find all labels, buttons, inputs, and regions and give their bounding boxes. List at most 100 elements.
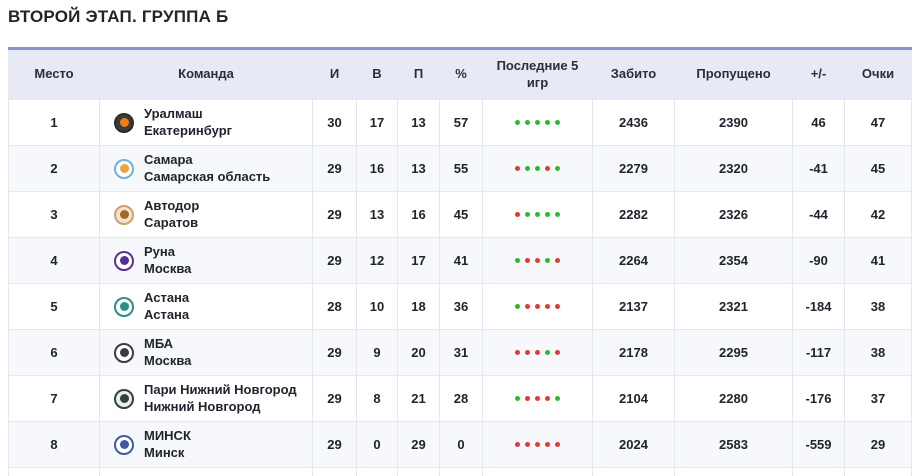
losses-cell: 17	[398, 238, 440, 284]
team-cell[interactable]: МБА Москва	[100, 330, 313, 376]
win-dot-icon	[515, 304, 520, 309]
table-row[interactable]: 5 Астана Астана 28 10 18 36 2137 2321 -1…	[8, 284, 912, 330]
standings-page: ВТОРОЙ ЭТАП. ГРУППА Б Место Команда И В …	[0, 7, 920, 476]
team-city: Астана	[144, 306, 190, 322]
table-row[interactable]: 7 Пари Нижний Новгород Нижний Новгород 2…	[8, 376, 912, 422]
team-cell[interactable]: Пари Нижний Новгород Нижний Новгород	[100, 376, 313, 422]
win-dot-icon	[545, 350, 550, 355]
scored-cell: 2137	[593, 284, 675, 330]
conceded-cell: 2390	[675, 100, 793, 146]
diff-cell: -41	[793, 146, 845, 192]
losses-cell: 20	[398, 330, 440, 376]
diff-cell: -44	[793, 192, 845, 238]
losses-cell: 18	[398, 284, 440, 330]
runa-logo	[114, 250, 134, 271]
wins-cell: 10	[357, 284, 398, 330]
loss-dot-icon	[515, 212, 520, 217]
last5-cell	[483, 146, 593, 192]
loss-dot-icon	[525, 258, 530, 263]
team-cell[interactable]: Астана Астана	[100, 284, 313, 330]
diff-cell: -559	[793, 422, 845, 468]
points-cell: 47	[845, 100, 912, 146]
avtodor-logo	[114, 204, 134, 225]
win-dot-icon	[545, 258, 550, 263]
team-cell[interactable]: Уралмаш Екатеринбург	[100, 100, 313, 146]
conceded-cell: 2295	[675, 330, 793, 376]
conceded-cell: 2583	[675, 422, 793, 468]
points-cell: 41	[845, 238, 912, 284]
losses-cell: 29	[398, 422, 440, 468]
standings-table: Место Команда И В П % Последние 5 игр За…	[8, 47, 912, 476]
percent-cell: 57	[440, 100, 483, 146]
win-dot-icon	[515, 258, 520, 263]
team-cell[interactable]: Руна Москва	[100, 238, 313, 284]
win-dot-icon	[555, 396, 560, 401]
table-row[interactable]: 3 Автодор Саратов 29 13 16 45 2282 2326 …	[8, 192, 912, 238]
diff-cell: -117	[793, 330, 845, 376]
loss-dot-icon	[525, 396, 530, 401]
last5-dots	[515, 258, 560, 263]
team-name: Пари Нижний Новгород	[144, 382, 297, 398]
percent-cell: 0	[440, 422, 483, 468]
losses-cell: 13	[398, 100, 440, 146]
win-dot-icon	[555, 166, 560, 171]
loss-dot-icon	[555, 304, 560, 309]
col-header-diff: +/-	[793, 50, 845, 100]
games-cell: 29	[313, 330, 357, 376]
last5-dots	[515, 166, 560, 171]
last5-dots	[515, 304, 560, 309]
points-cell: 45	[845, 146, 912, 192]
win-dot-icon	[545, 212, 550, 217]
place-cell: 2	[8, 146, 100, 192]
col-header-games: И	[313, 50, 357, 100]
loss-dot-icon	[555, 258, 560, 263]
games-cell: 29	[313, 238, 357, 284]
table-header-row: Место Команда И В П % Последние 5 игр За…	[8, 50, 912, 100]
team-cell[interactable]: Автодор Саратов	[100, 192, 313, 238]
percent-cell: 36	[440, 284, 483, 330]
loss-dot-icon	[515, 166, 520, 171]
scored-cell: 2264	[593, 238, 675, 284]
uralmash-logo	[114, 112, 134, 133]
last5-cell	[483, 330, 593, 376]
table-row[interactable]: 8 МИНСК Минск 29 0 29 0 2024 2583 -559 2…	[8, 422, 912, 468]
team-city: Саратов	[144, 214, 199, 230]
diff-cell: 46	[793, 100, 845, 146]
conceded-cell: 2320	[675, 146, 793, 192]
team-name: Руна	[144, 244, 175, 260]
loss-dot-icon	[555, 442, 560, 447]
win-dot-icon	[515, 396, 520, 401]
diff-cell: -176	[793, 376, 845, 422]
last5-cell	[483, 284, 593, 330]
table-row[interactable]: 1 Уралмаш Екатеринбург 30 17 13 57 2436 …	[8, 100, 912, 146]
games-cell: 28	[313, 284, 357, 330]
wins-cell: 12	[357, 238, 398, 284]
last5-cell	[483, 422, 593, 468]
conceded-cell: 2354	[675, 238, 793, 284]
percent-cell: 31	[440, 330, 483, 376]
loss-dot-icon	[515, 350, 520, 355]
team-name: Автодор	[144, 198, 200, 214]
points-cell: 42	[845, 192, 912, 238]
conceded-cell: 2280	[675, 376, 793, 422]
scored-cell: 2282	[593, 192, 675, 238]
place-cell: 6	[8, 330, 100, 376]
samara-logo	[114, 158, 134, 179]
losses-cell: 16	[398, 192, 440, 238]
conceded-cell: 2321	[675, 284, 793, 330]
table-row[interactable]: 2 Самара Самарская область 29 16 13 55 2…	[8, 146, 912, 192]
team-cell[interactable]: МИНСК Минск	[100, 422, 313, 468]
wins-cell: 8	[357, 376, 398, 422]
last5-dots	[515, 120, 560, 125]
games-cell: 29	[313, 376, 357, 422]
team-name: Астана	[144, 290, 190, 306]
percent-cell: 55	[440, 146, 483, 192]
col-header-team: Команда	[100, 50, 313, 100]
last5-dots	[515, 350, 560, 355]
table-row[interactable]: 4 Руна Москва 29 12 17 41 2264 2354 -90 …	[8, 238, 912, 284]
table-row[interactable]: 6 МБА Москва 29 9 20 31 2178 2295 -117 3…	[8, 330, 912, 376]
loss-dot-icon	[525, 442, 530, 447]
team-cell[interactable]: Самара Самарская область	[100, 146, 313, 192]
points-cell: 38	[845, 284, 912, 330]
games-cell: 29	[313, 146, 357, 192]
